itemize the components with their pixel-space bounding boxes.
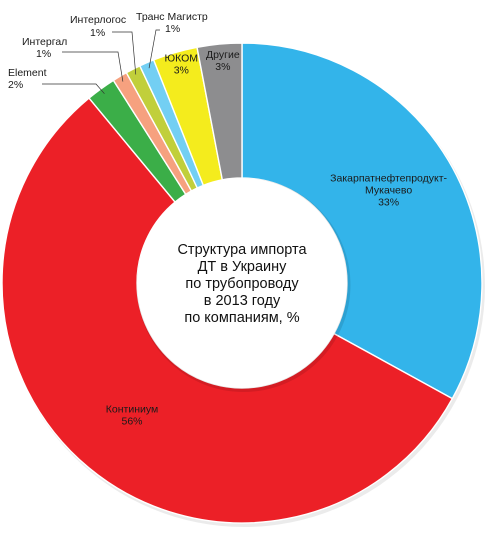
slice-label-intergal-name: Интергал — [22, 36, 67, 48]
center-title-line-4: в 2013 году — [204, 293, 281, 309]
slice-label-interlogos-leader — [112, 31, 137, 75]
slice-label-trans-magistr-name: Транс Магистр — [136, 11, 208, 23]
slice-label-zakarpat-value: 33% — [378, 196, 399, 208]
slice-label-trans-magistr-value: 1% — [165, 23, 180, 35]
slice-label-kontinium-value: 56% — [122, 415, 143, 427]
slice-label-trans-magistr-leader — [148, 29, 160, 69]
slice-label-drugie-value: 3% — [215, 61, 230, 73]
slice-label-kontinium-name: Континиум — [106, 403, 158, 415]
slice-label-element-value: 2% — [8, 79, 23, 91]
slice-label-element-name: Element — [8, 67, 47, 79]
center-hole — [136, 178, 351, 392]
slice-label-element-leader — [42, 83, 105, 94]
center-title-line-2: ДТ в Украину — [198, 259, 288, 275]
center-title-line-3: по трубопроводу — [185, 276, 299, 292]
slice-label-intergal-leader — [62, 51, 124, 82]
center-hole-fill — [137, 178, 347, 388]
slice-label-zakarpat-name: Закарпатнефтепродукт- — [330, 172, 447, 184]
slice-label-intergal-value: 1% — [36, 48, 51, 60]
slice-label-interlogos-value: 1% — [90, 27, 105, 39]
slice-label-yukom-name: ЮКОМ — [165, 52, 199, 64]
slice-label-zakarpat-name-cont: Мукачево — [365, 184, 412, 196]
slice-label-interlogos-name: Интерлогос — [70, 14, 126, 26]
slices-group — [1, 42, 483, 524]
slice-label-drugie-name: Другие — [206, 49, 240, 61]
center-title-line-1: Структура импорта — [177, 242, 307, 258]
slice-label-yukom-value: 3% — [174, 64, 189, 76]
center-title-line-5: по компаниям, % — [184, 310, 299, 326]
